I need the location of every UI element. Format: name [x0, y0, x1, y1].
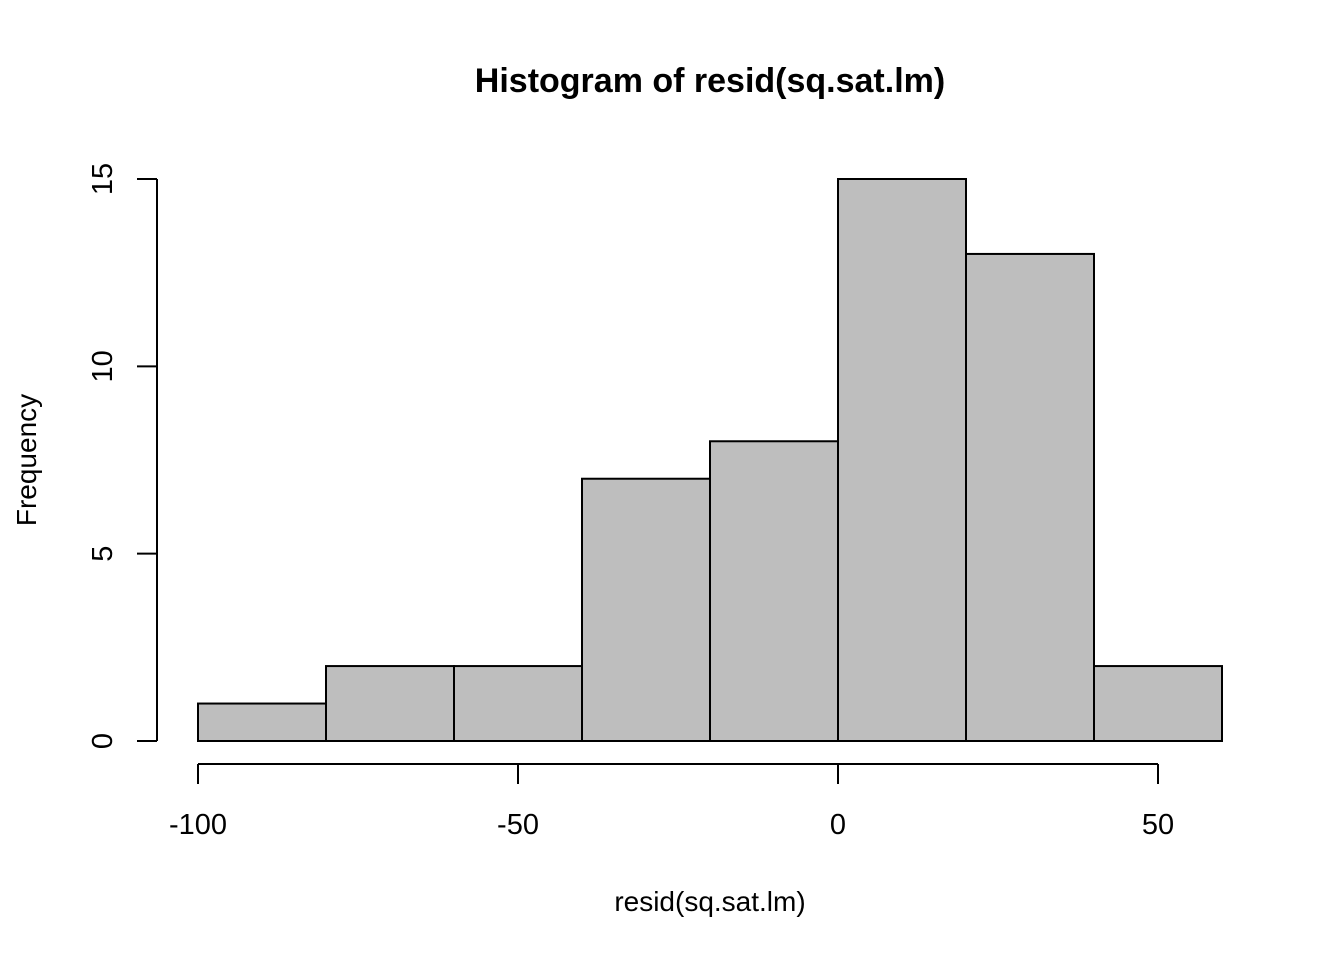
x-tick-label: -50 — [497, 809, 539, 841]
histogram-bar-6 — [837, 178, 967, 742]
histogram-bar-3 — [453, 665, 583, 742]
histogram-bar-5 — [709, 440, 839, 742]
histogram-bar-7 — [965, 252, 1095, 743]
y-axis-label: Frequency — [11, 394, 42, 526]
histogram-bar-1 — [197, 702, 327, 742]
histogram-bar-2 — [325, 665, 455, 742]
bars-group — [197, 178, 1223, 743]
y-tick-label: 0 — [87, 733, 119, 749]
x-tick-label: -100 — [169, 809, 227, 841]
histogram-bar-4 — [581, 477, 711, 742]
x-axis-label: resid(sq.sat.lm) — [614, 886, 805, 917]
y-tick-label: 5 — [87, 546, 119, 562]
x-tick-label: 50 — [1142, 809, 1174, 841]
histogram-bar-8 — [1093, 665, 1223, 742]
y-tick-label: 15 — [87, 163, 119, 195]
chart-title: Histogram of resid(sq.sat.lm) — [475, 62, 945, 100]
x-axis: -100 -50 0 50 — [169, 763, 1174, 841]
x-tick-label: 0 — [830, 809, 846, 841]
y-axis: 0 5 10 15 — [87, 163, 158, 749]
y-tick-label: 10 — [87, 350, 119, 382]
